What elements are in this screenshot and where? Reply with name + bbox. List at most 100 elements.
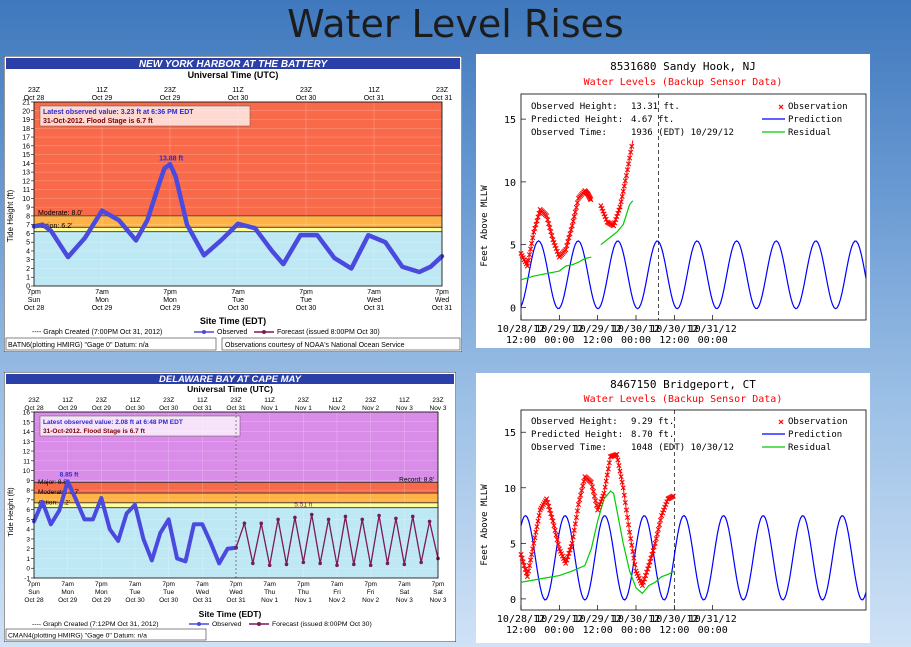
observation-marker — [617, 204, 623, 210]
observation-marker — [521, 562, 527, 569]
observation-marker — [615, 210, 621, 216]
observation-marker — [600, 208, 606, 214]
stage-band — [34, 227, 442, 232]
y-tick-label: -1 — [24, 576, 30, 583]
threshold-label: Action: 6.2' — [38, 223, 72, 230]
top-tick-label: 11Z — [232, 87, 244, 94]
observation-marker — [652, 540, 658, 546]
forecast-point — [402, 562, 407, 567]
info-line: Latest observed value: 2.08 ft at 6:48 P… — [43, 419, 183, 426]
y-tick-label: 0 — [26, 284, 30, 291]
bottom-tick-label: Oct 30 — [125, 597, 145, 604]
observation-marker — [548, 511, 554, 517]
info-value-observed-height: 9.29 ft. — [631, 417, 674, 427]
top-tick-label: 23Z — [230, 397, 241, 404]
forecast-point — [267, 563, 272, 568]
chart-subtitle: Water Levels (Backup Sensor Data) — [584, 77, 783, 88]
stage-band — [34, 231, 442, 286]
observation-marker — [589, 484, 595, 490]
observation-marker — [662, 504, 668, 510]
y-tick-label: 5 — [510, 241, 516, 252]
bottom-tick-label: 7pm — [297, 581, 310, 588]
forecast-point — [309, 512, 314, 517]
observation-marker — [530, 546, 536, 552]
observation-marker — [535, 518, 541, 524]
top-tick-label: 23Z — [365, 397, 376, 404]
observation-marker — [618, 199, 624, 205]
observation-marker — [620, 485, 626, 491]
threshold-label: Moderate: 7.7' — [38, 489, 79, 496]
observation-marker — [646, 562, 652, 569]
peak-label: 8.85 ft — [60, 471, 80, 478]
x-tick-label: 10/30/12 — [650, 614, 698, 625]
observation-marker — [569, 223, 575, 229]
info-box: Observed Height: 9.29 ft. Predicted Heig… — [531, 417, 734, 453]
bottom-tick-label: Sat — [433, 589, 443, 596]
bottom-tick-label: 7pm — [299, 289, 313, 296]
observation-marker — [629, 143, 635, 149]
top-tick-label: 23Z — [436, 87, 449, 94]
plot-area: Latest observed value: 3.23 ft at 6:36 P… — [31, 101, 445, 287]
observation-marker — [534, 218, 540, 224]
observation-marker — [654, 531, 660, 537]
observation-marker — [535, 214, 541, 220]
observation-marker — [554, 248, 560, 254]
top-tick-label: Oct 29 — [58, 405, 78, 412]
top-tick-label: 23Z — [28, 87, 41, 94]
top-tick-label: Oct 31 — [364, 95, 385, 102]
forecast-point — [259, 521, 264, 526]
forecast-point — [385, 561, 390, 566]
x-axis-label: Site Time (EDT) — [199, 609, 262, 619]
y-tick-label: 5 — [510, 539, 516, 550]
observation-marker — [580, 483, 586, 489]
observation-marker — [570, 534, 576, 540]
legend-observation: Observation — [788, 417, 848, 427]
forecast-point — [301, 560, 306, 565]
observation-marker — [628, 536, 634, 542]
observation-marker — [605, 466, 611, 472]
observation-marker — [627, 155, 633, 161]
top-tick-label: Nov 3 — [430, 405, 447, 412]
threshold-label: Major: 8.8' — [38, 479, 68, 486]
prediction-series — [520, 514, 867, 601]
info-box: Observed Height: 13.31 ft. Predicted Hei… — [531, 102, 734, 138]
y-tick-label: 13 — [22, 170, 30, 177]
top-tick-label: 11Z — [264, 397, 275, 404]
observation-marker — [598, 499, 604, 505]
observation-marker — [531, 229, 537, 235]
bottom-tick-label: Mon — [95, 589, 108, 596]
legend-observed: Observed — [217, 329, 247, 336]
observation-marker — [550, 518, 556, 524]
x-tick-label: 00:00 — [698, 625, 728, 636]
observation-marker — [553, 245, 559, 252]
observation-marker — [655, 526, 661, 533]
top-tick-label: Oct 31 — [432, 95, 453, 102]
bottom-tick-label: 7pm — [230, 581, 243, 588]
observation-marker — [546, 503, 552, 509]
observation-marker — [625, 522, 632, 528]
slide-title: Water Level Rises — [287, 2, 624, 46]
observation-marker — [526, 252, 533, 258]
observation-marker — [597, 501, 603, 508]
bottom-tick-label: Oct 30 — [296, 305, 317, 312]
x-tick-label: 10/31/12 — [689, 324, 737, 335]
info-value-predicted-height: 8.70 ft. — [631, 430, 674, 440]
observation-marker — [533, 529, 539, 535]
legend-prediction: Prediction — [788, 430, 842, 440]
forecast-peak-label: 5.51 ft — [294, 502, 312, 509]
top-tick-label: Oct 31 — [193, 405, 213, 412]
x-tick-label: 10/29/12 — [574, 324, 622, 335]
observation-marker — [564, 243, 570, 249]
bottom-tick-label: Sat — [399, 589, 409, 596]
y-axis-label: Tide Height (ft) — [6, 189, 15, 242]
observation-marker — [625, 161, 632, 167]
x-tick-label: 12:00 — [506, 335, 536, 346]
bottom-tick-label: Oct 28 — [24, 305, 45, 312]
info-label-observed-time: Observed Time: — [531, 443, 607, 453]
observation-marker — [527, 246, 534, 252]
legend-observation-marker: × — [778, 102, 784, 113]
y-tick-label: 2 — [26, 546, 30, 553]
y-tick-label: 15 — [504, 428, 516, 439]
observation-marker — [529, 551, 535, 558]
forecast-point — [284, 562, 289, 567]
